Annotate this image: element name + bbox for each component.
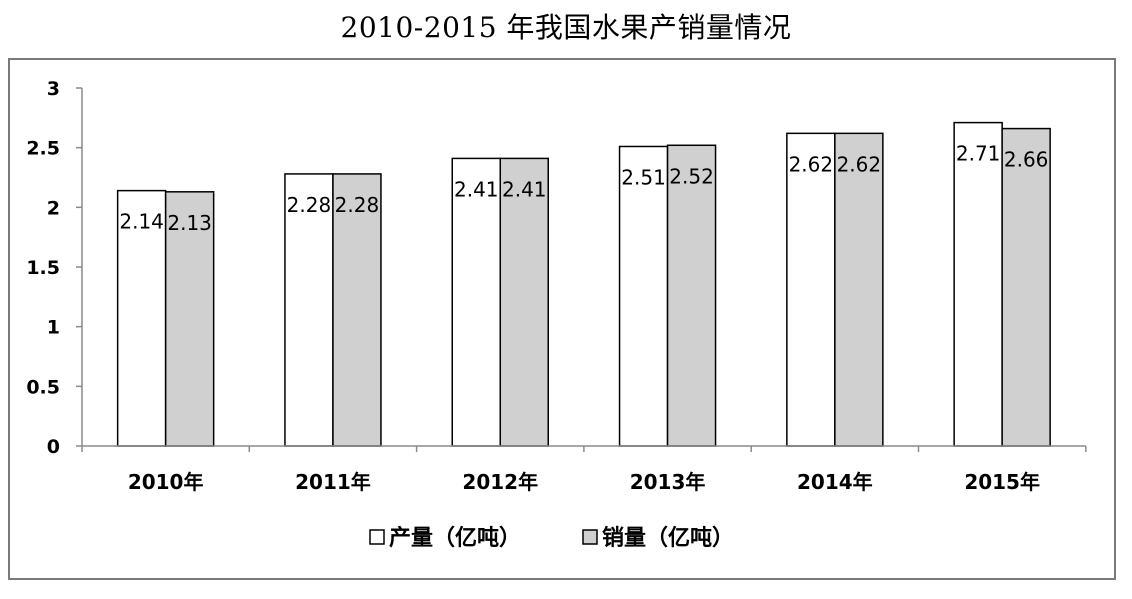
bar: [786, 132, 836, 447]
bar: [953, 121, 1003, 447]
legend-label: 产量（亿吨）: [389, 526, 521, 551]
data-label: 2.28: [287, 193, 332, 217]
data-label: 2.28: [335, 193, 380, 217]
legend-swatch: [582, 529, 598, 545]
legend-swatch: [369, 529, 385, 545]
y-tick-label: 3: [47, 78, 60, 100]
bar: [666, 144, 717, 447]
legend: 产量（亿吨） 销量（亿吨）: [369, 526, 734, 551]
bar: [1001, 127, 1051, 447]
bar: [332, 173, 382, 447]
data-label: 2.71: [956, 142, 1001, 166]
y-tick-label: 1: [47, 317, 60, 339]
bar: [164, 191, 215, 447]
bar: [618, 145, 669, 447]
y-tick-label: 0: [47, 436, 60, 458]
chart-title: 2010-2015 年我国水果产销量情况: [340, 11, 792, 44]
x-tick-label: 2012年: [462, 470, 538, 494]
bar: [451, 157, 501, 447]
data-label: 2.66: [1004, 148, 1049, 172]
y-tick-label: 2: [47, 197, 60, 219]
data-label: 2.41: [502, 177, 547, 201]
data-label: 2.51: [621, 165, 666, 189]
y-tick-label: 1.5: [26, 257, 60, 279]
x-tick-label: 2010年: [128, 470, 204, 494]
bar: [499, 157, 549, 447]
plot-frame: [8, 58, 1116, 580]
data-label: 2.52: [669, 164, 714, 188]
x-tick-label: 2015年: [964, 470, 1040, 494]
data-label: 2.62: [789, 152, 834, 176]
data-label: 2.13: [167, 211, 212, 235]
legend-label: 销量（亿吨）: [602, 526, 734, 551]
x-tick-label: 2014年: [797, 470, 873, 494]
y-tick-label: 2.5: [26, 138, 60, 160]
data-label: 2.41: [454, 177, 499, 201]
bar: [834, 132, 884, 447]
x-tick-label: 2011年: [295, 470, 371, 494]
data-label: 2.14: [119, 210, 164, 234]
x-tick-label: 2013年: [630, 470, 706, 494]
y-tick-label: 0.5: [26, 376, 60, 398]
data-label: 2.62: [837, 152, 882, 176]
